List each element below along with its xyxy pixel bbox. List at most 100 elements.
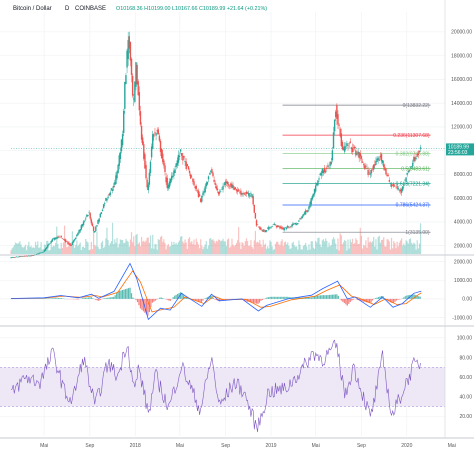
volume-bar [342,242,345,254]
volume-bar [335,243,337,254]
volume-bar [357,243,359,254]
macd-histogram-bar [413,294,415,299]
candle-body [56,237,58,239]
candle-body [398,189,401,191]
volume-bar [326,240,328,254]
candle-body [157,129,160,135]
candle-body [24,256,27,257]
x-tick-label: Mai [448,443,456,449]
volume-bar [231,238,233,254]
volume-bar [244,241,246,254]
volume-bar [267,246,269,254]
macd-histogram-bar [172,297,174,299]
volume-bar [200,239,202,254]
candle-body [254,212,257,219]
volume-bar [151,248,153,254]
volume-bar [20,244,22,254]
candle-body [30,255,32,257]
volume-bar [280,241,282,254]
macd-histogram-bar [269,296,271,299]
macd-histogram-bar [199,298,201,302]
macd-histogram-bar [281,296,283,299]
macd-histogram-bar [53,298,55,299]
macd-histogram-bar [316,295,319,299]
candle-body [179,149,182,152]
macd-histogram-bar [306,297,308,299]
candle-body [273,223,276,226]
candle-body [207,176,210,180]
candle-body [158,135,161,141]
macd-histogram-bar [260,298,262,301]
volume-bar [232,244,234,254]
volume-bar [81,246,84,254]
candle-body [388,180,391,182]
volume-bar [283,242,286,254]
candle-body [342,147,345,150]
volume-bar [125,238,127,254]
volume-bar [58,248,60,254]
macd-histogram-bar [361,298,363,302]
macd-histogram-bar [132,297,134,299]
candle-body [389,182,392,184]
volume-bar [322,239,325,254]
candle-body [111,189,114,191]
volume-bar [107,239,109,254]
candle-body [317,180,319,186]
macd-histogram-bar [267,297,270,299]
fib-level-label: 0.786(5424.37) [396,203,430,209]
macd-histogram-bar [321,295,323,299]
x-tick-label: Mai [312,443,320,449]
volume-bar [72,243,75,254]
volume-bar [42,249,44,254]
volume-bar [177,242,179,254]
macd-histogram-bar [110,297,112,299]
volume-bar [296,246,298,254]
volume-bar [411,242,413,254]
candle-body [345,146,347,147]
fibonacci-retracement[interactable]: 1(3135.00) 0.786(5424.37) 0.618(7221.34) 0.… [282,103,431,236]
macd-histogram-bar [330,294,332,299]
volume-bar [303,244,306,254]
candle-body [362,164,365,165]
volume-bar [48,250,50,254]
volume-bar [348,248,350,254]
candle-body [50,240,52,243]
volume-bar [309,249,311,254]
volume-bar [363,244,365,254]
candle-body [413,157,415,162]
candle-body [343,146,346,152]
volume-bar [405,240,407,254]
candle-body [263,230,266,232]
candle-body [349,141,351,144]
chart-header: Bitcoin / Dollar D COINBASE O10168.36 H1… [13,6,267,12]
candle-body [143,144,145,159]
volume-bar [29,246,31,254]
candle-body [46,247,48,249]
macd-histogram-bar [337,295,339,299]
candle-body [78,230,80,234]
volume-bar [187,238,190,254]
volume-bar [327,247,329,254]
volume-bar [38,247,40,254]
volume-bar [210,238,212,254]
volume-bar [418,243,421,254]
volume-bar [24,244,27,254]
volume-bar [23,246,25,254]
candle-body [380,153,383,162]
macd-histogram-bar [119,290,121,299]
volume-bar [272,249,274,254]
macd-histogram-bar [181,292,183,299]
volume-bar [364,245,366,254]
volume-bar [56,226,58,254]
volume-bar [86,241,88,254]
candle-body [141,137,144,145]
macd-histogram-bar [331,294,334,299]
volume-bar [97,246,99,254]
candle-body [402,186,404,191]
fib-level-label: 0.5(8483.61) [401,166,430,172]
volume-bar [370,242,373,254]
volume-bar [414,243,416,254]
macd-histogram-bar [307,297,310,299]
candle-body [152,134,154,149]
